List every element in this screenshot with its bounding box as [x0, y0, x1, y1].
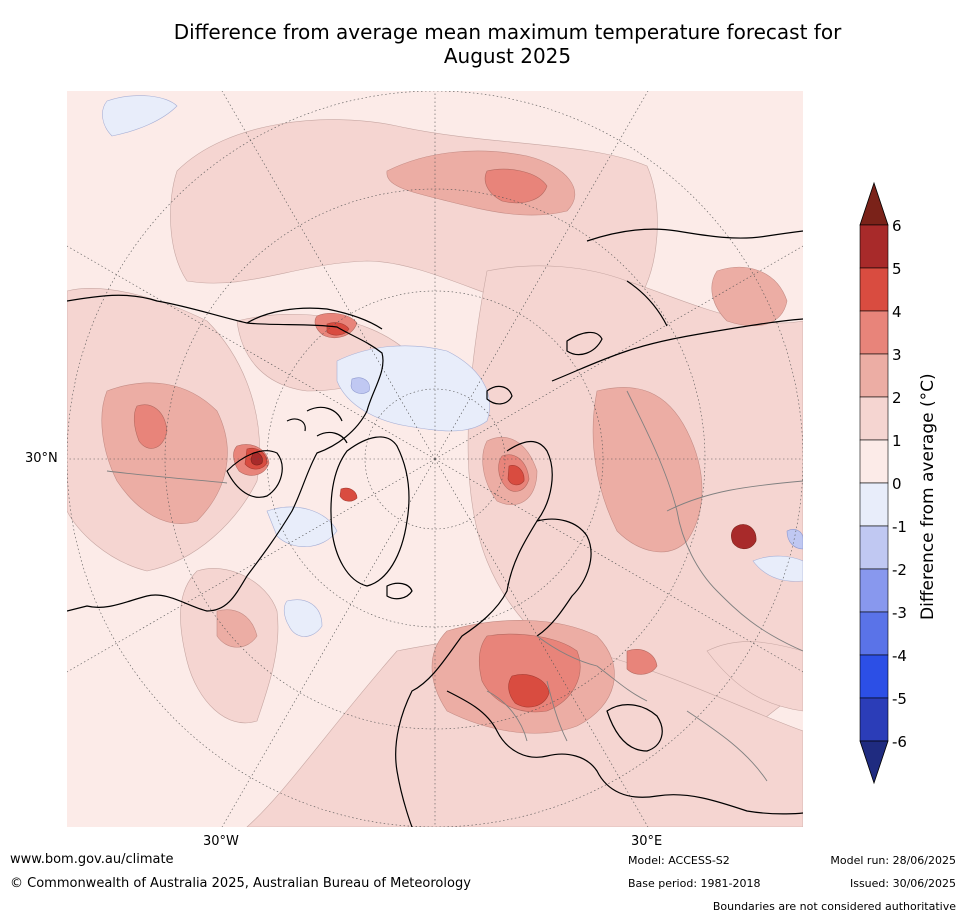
meridian [434, 458, 803, 673]
meridian [434, 245, 803, 460]
footer-disclaimer: Boundaries are not considered authoritat… [712, 900, 956, 913]
colorbar-extend-min [859, 740, 889, 785]
colorbar-tick-label: -5 [892, 690, 907, 708]
anomaly-map-svg [67, 91, 803, 827]
border-central-europe [486, 680, 568, 742]
country-borders [106, 390, 803, 782]
colorbar-tick-label: -3 [892, 604, 907, 622]
footer-copyright: © Commonwealth of Australia 2025, Austra… [10, 876, 471, 891]
colorbar-title: Difference from average (°C) [918, 373, 938, 620]
meridian [67, 458, 436, 673]
colorbar-swatch [859, 611, 889, 656]
footer-website: www.bom.gov.au/climate [10, 852, 174, 867]
colorbar: 6 5 4 3 2 1 0 -1 -2 -3 -4 -5 -6 [855, 180, 965, 785]
anomaly-band-neg1-0 [102, 95, 803, 637]
anomaly-band-4-5 [244, 322, 550, 708]
footer-issued: Issued: 30/06/2025 [849, 877, 956, 890]
graticule [67, 91, 803, 827]
colorbar-swatch [859, 224, 889, 269]
colorbar-swatch [859, 439, 889, 484]
colorbar-tick-label: -4 [892, 647, 907, 665]
border-caucasus [686, 710, 768, 782]
colorbar-swatch [859, 267, 889, 312]
map-title: Difference from average mean maximum tem… [60, 20, 955, 68]
meridian [434, 458, 649, 827]
border-usa-canada [106, 470, 228, 484]
meridian [221, 458, 436, 827]
colorbar-tick-label: -2 [892, 561, 907, 579]
anomaly-band-2-3 [101, 150, 788, 734]
coastline-mediterranean [446, 690, 803, 815]
colorbar-swatch [859, 310, 889, 355]
graticule-circle-45n [164, 188, 706, 730]
coastline-baltic [536, 518, 592, 637]
coastline-yamal [626, 280, 668, 327]
colorbar-tick-label: 6 [892, 217, 902, 235]
lon-label-30e: 30°E [631, 834, 663, 849]
colorbar-tick-label: 3 [892, 346, 902, 364]
colorbar-swatch [859, 654, 889, 699]
coastline-iceland [386, 582, 413, 600]
border-eastern-europe [536, 635, 648, 702]
colorbar-tick-label: 4 [892, 303, 902, 321]
colorbar-swatch [859, 482, 889, 527]
coastline-siberia [551, 318, 803, 382]
map-title-line2: August 2025 [443, 44, 572, 68]
colorbar-swatch [859, 525, 889, 570]
coastlines [67, 228, 803, 827]
coastline-north-america [67, 294, 384, 612]
colorbar-tick-label: -1 [892, 518, 907, 536]
footer-base-period: Base period: 1981-2018 [628, 877, 761, 890]
coastline-hudson-bay [226, 450, 283, 498]
anomaly-band-3-4 [133, 168, 658, 713]
colorbar-tick-label: 5 [892, 260, 902, 278]
colorbar-svg: 6 5 4 3 2 1 0 -1 -2 -3 -4 -5 -6 [859, 181, 907, 785]
coastline-svalbard [486, 385, 513, 405]
coastline-alaska [246, 307, 383, 330]
anomaly-band-neg2-neg1 [350, 377, 803, 550]
colorbar-tick-label: -6 [892, 733, 907, 751]
lon-label-30w: 30°W [203, 834, 239, 849]
colorbar-tick-label: 2 [892, 389, 902, 407]
coastline-east-siberia [586, 228, 803, 242]
coastline-black-sea [606, 704, 663, 752]
footer-model-run: Model run: 28/06/2025 [830, 854, 956, 867]
meridian [67, 245, 436, 460]
polar-map [67, 91, 803, 827]
border-russia-kazakhstan [626, 390, 803, 652]
colorbar-swatch [859, 697, 889, 742]
colorbar-swatch [859, 568, 889, 613]
meridian [221, 91, 436, 460]
border-russia-china [666, 480, 803, 512]
coastline-arctic-islands [286, 406, 348, 444]
coastline-europe-west [395, 441, 553, 827]
anomaly-band-5-6 [250, 452, 757, 550]
meridian [434, 91, 649, 460]
lat-label-30n: 30°N [25, 451, 58, 466]
graticule-circle-75n [364, 388, 506, 530]
colorbar-tick-label: 1 [892, 432, 902, 450]
coastline-novaya-zemlya [566, 331, 603, 356]
coastline-greenland [330, 436, 410, 587]
map-title-line1: Difference from average mean maximum tem… [173, 20, 842, 44]
colorbar-swatch [859, 396, 889, 441]
colorbar-swatch [859, 353, 889, 398]
colorbar-extend-max [859, 181, 889, 226]
footer-model: Model: ACCESS-S2 [628, 854, 730, 867]
colorbar-tick-label: 0 [892, 475, 902, 493]
